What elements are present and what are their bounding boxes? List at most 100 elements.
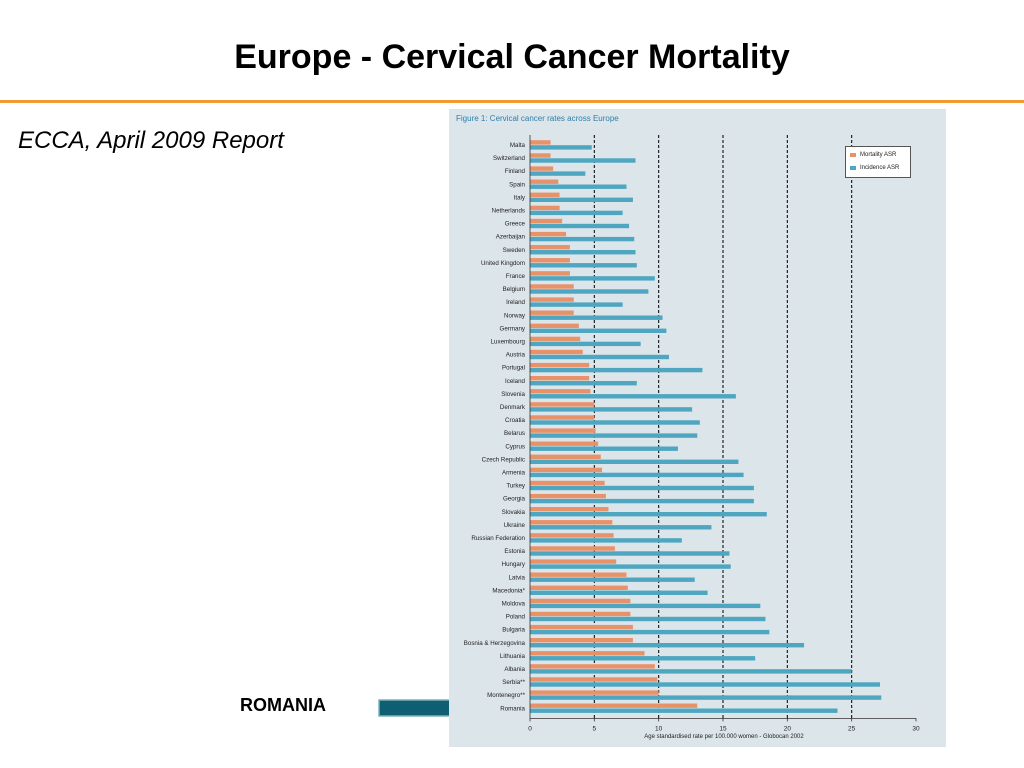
category-label: Germany [500, 325, 526, 332]
category-label: Russian Federation [471, 535, 525, 542]
bar-mortality [530, 271, 570, 276]
chart-legend: Mortality ASR Incidence ASR [845, 146, 911, 178]
category-label: Latvia [508, 574, 525, 581]
category-label: Spain [509, 181, 525, 188]
bar-mortality [530, 376, 590, 381]
bar-mortality [530, 598, 631, 604]
bar-mortality [530, 389, 591, 394]
bar-incidence [530, 669, 852, 674]
slide-title: Europe - Cervical Cancer Mortality [234, 38, 790, 76]
bar-mortality [530, 703, 698, 708]
category-label: Austria [506, 352, 526, 359]
bar-incidence [530, 590, 708, 595]
bar-mortality [530, 533, 614, 538]
bar-mortality [530, 638, 633, 643]
x-tick-label: 10 [655, 725, 663, 732]
bar-incidence [530, 695, 882, 700]
bar-incidence [530, 197, 633, 202]
bar-incidence [530, 328, 667, 333]
bar-incidence [530, 433, 698, 438]
chart-figure-panel: Figure 1: Cervical cancer rates across E… [449, 109, 946, 747]
bar-incidence [530, 577, 695, 582]
category-label: Slovenia [501, 391, 525, 398]
bar-mortality [530, 179, 559, 184]
category-label: Ireland [506, 299, 525, 306]
legend-label-incidence: Incidence ASR [860, 165, 900, 171]
bar-incidence [530, 381, 637, 386]
bar-incidence [530, 236, 635, 242]
category-label: Serbia** [502, 679, 525, 686]
chart-title: Figure 1: Cervical cancer rates across E… [456, 114, 619, 123]
category-label: Montenegro** [487, 692, 525, 699]
romania-callout-label: ROMANIA [240, 695, 326, 715]
bar-incidence [530, 394, 736, 399]
x-axis-title: Age standardised rate per 100.000 women … [644, 734, 804, 740]
bar-incidence [530, 485, 754, 491]
bar-mortality [530, 624, 633, 630]
bar-incidence [530, 459, 739, 464]
category-label: Portugal [502, 365, 525, 372]
bar-incidence [530, 289, 649, 294]
bar-mortality [530, 559, 617, 564]
x-tick-label: 30 [912, 725, 920, 732]
bar-incidence [530, 263, 637, 268]
bar-mortality [530, 415, 595, 420]
category-label: Belarus [504, 430, 525, 437]
bar-mortality [530, 258, 570, 263]
category-label: Czech Republic [482, 456, 525, 463]
bar-incidence [530, 603, 761, 609]
category-label: Norway [504, 312, 526, 319]
bar-incidence [530, 223, 630, 229]
bar-mortality [530, 480, 605, 486]
legend-swatch-incidence [850, 166, 856, 170]
bar-incidence [530, 184, 627, 189]
x-tick-label: 5 [593, 725, 597, 732]
bar-mortality [530, 218, 563, 224]
bar-mortality [530, 205, 560, 211]
category-label: Armenia [502, 470, 526, 477]
category-label: Luxembourg [491, 339, 526, 346]
category-label: United Kingdom [481, 260, 525, 267]
bar-incidence [530, 629, 770, 635]
bar-mortality [530, 546, 615, 551]
x-tick-label: 25 [848, 725, 856, 732]
bar-incidence [530, 407, 693, 412]
x-tick-label: 0 [528, 725, 532, 732]
bar-incidence [530, 656, 756, 661]
bar-mortality [530, 140, 551, 145]
cervical-cancer-bar-chart: Malta Switzerland Finland Spain Italy Netherl… [464, 135, 920, 732]
category-label: Denmark [500, 404, 526, 411]
bar-mortality [530, 284, 574, 289]
bar-mortality [530, 297, 574, 302]
bar-incidence [530, 158, 636, 163]
x-tick-label: 20 [784, 725, 792, 732]
bar-mortality [530, 520, 613, 525]
bar-mortality [530, 493, 606, 499]
bar-incidence [530, 302, 623, 307]
report-subtitle: ECCA, April 2009 Report [18, 127, 284, 154]
category-label: Belgium [503, 286, 525, 293]
bar-incidence [530, 525, 712, 530]
bar-mortality [530, 245, 570, 250]
bar-incidence [530, 171, 586, 176]
category-label: Macedonia* [492, 587, 525, 594]
category-label: Finland [505, 168, 526, 175]
category-label: Albania [504, 666, 525, 673]
category-label: France [506, 273, 526, 280]
category-label: Iceland [505, 378, 526, 385]
category-label: Georgia [503, 496, 526, 503]
bar-mortality [530, 651, 645, 656]
title-divider [0, 100, 1024, 103]
bar-incidence [530, 420, 700, 425]
category-label: Azerbaijan [496, 234, 526, 241]
category-label: Switzerland [493, 155, 526, 162]
category-label: Turkey [506, 483, 526, 490]
bar-incidence [530, 538, 682, 543]
bar-incidence [530, 446, 678, 451]
bar-incidence [530, 276, 655, 281]
category-label: Moldova [502, 601, 526, 608]
category-label: Sweden [503, 247, 526, 254]
bar-incidence [530, 512, 767, 517]
legend-label-mortality: Mortality ASR [860, 152, 897, 158]
category-label: Malta [510, 142, 526, 149]
